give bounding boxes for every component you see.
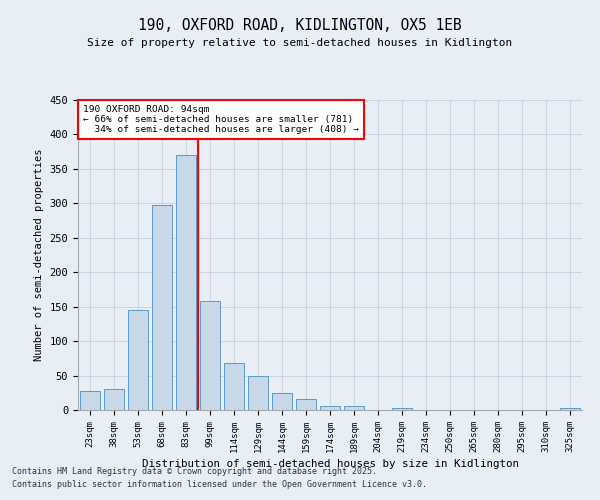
X-axis label: Distribution of semi-detached houses by size in Kidlington: Distribution of semi-detached houses by … — [142, 459, 518, 469]
Bar — [152, 204, 172, 410]
Y-axis label: Number of semi-detached properties: Number of semi-detached properties — [34, 149, 44, 361]
Bar — [176, 155, 196, 410]
Bar — [80, 392, 100, 410]
Bar — [320, 406, 340, 410]
Bar — [560, 408, 580, 410]
Bar — [248, 376, 268, 410]
Bar — [344, 406, 364, 410]
Bar — [104, 390, 124, 410]
Text: Contains HM Land Registry data © Crown copyright and database right 2025.: Contains HM Land Registry data © Crown c… — [12, 468, 377, 476]
Bar — [128, 310, 148, 410]
Bar — [224, 363, 244, 410]
Text: 190, OXFORD ROAD, KIDLINGTON, OX5 1EB: 190, OXFORD ROAD, KIDLINGTON, OX5 1EB — [138, 18, 462, 32]
Bar — [392, 408, 412, 410]
Text: 190 OXFORD ROAD: 94sqm
← 66% of semi-detached houses are smaller (781)
  34% of : 190 OXFORD ROAD: 94sqm ← 66% of semi-det… — [83, 104, 359, 134]
Text: Contains public sector information licensed under the Open Government Licence v3: Contains public sector information licen… — [12, 480, 427, 489]
Text: Size of property relative to semi-detached houses in Kidlington: Size of property relative to semi-detach… — [88, 38, 512, 48]
Bar — [272, 393, 292, 410]
Bar — [200, 301, 220, 410]
Bar — [296, 399, 316, 410]
